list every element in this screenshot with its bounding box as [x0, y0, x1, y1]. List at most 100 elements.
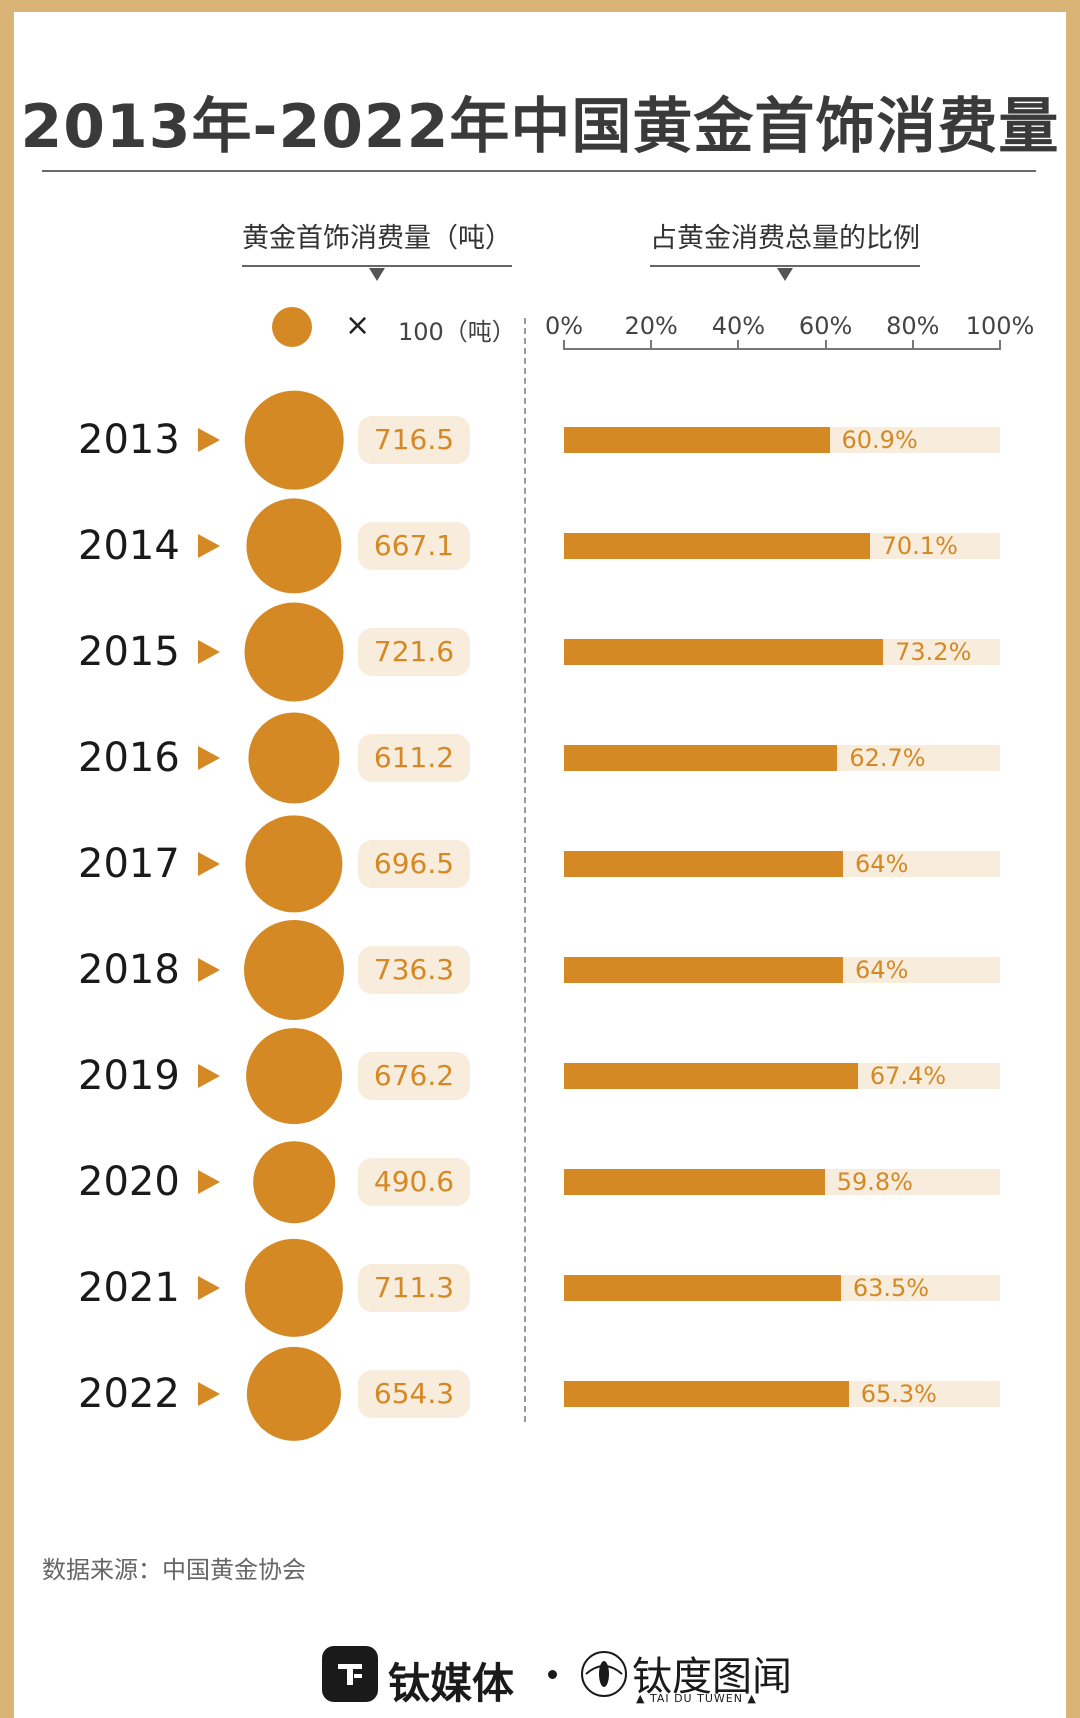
- separator-dot: [548, 1670, 557, 1679]
- consumption-bubble: [246, 1028, 342, 1124]
- consumption-value-label: 716.5: [358, 416, 470, 464]
- share-bar-track: 70.1%: [564, 533, 1000, 559]
- share-bar-track: 63.5%: [564, 1275, 1000, 1301]
- brand-left-name: 钛媒体: [388, 1659, 515, 1708]
- footer-logos: 钛媒体 钛度图闻 ▲ TAI DU TUWEN ▲: [0, 1644, 1080, 1708]
- x-tick-mark: [737, 340, 740, 350]
- share-bar: [564, 639, 884, 665]
- share-bar-track: 65.3%: [564, 1381, 1000, 1407]
- share-bar-track: 59.8%: [564, 1169, 1000, 1195]
- consumption-bubble: [246, 498, 342, 594]
- share-value-label: 70.1%: [881, 532, 958, 560]
- share-value-label: 64%: [855, 956, 909, 984]
- share-value-label: 59.8%: [836, 1168, 913, 1196]
- consumption-value-label: 667.1: [358, 522, 470, 570]
- t-logo-glyph-icon: [338, 1664, 362, 1685]
- x-tick-label: 0%: [544, 312, 584, 340]
- x-tick-mark: [650, 340, 653, 350]
- share-value-label: 67.4%: [869, 1062, 947, 1090]
- share-value-label: 60.9%: [841, 426, 918, 454]
- brand-right-subtitle: ▲ TAI DU TUWEN ▲: [636, 1692, 757, 1705]
- x-tick-label: 20%: [624, 312, 678, 340]
- x-tick-label: 60%: [798, 312, 853, 340]
- consumption-bubble: [246, 1346, 342, 1442]
- consumption-value-label: 490.6: [358, 1158, 470, 1206]
- legend-multiply-symbol: ×: [345, 308, 371, 343]
- left-column-header-text: 黄金首饰消费量（吨）: [242, 223, 512, 254]
- play-arrow-icon: [198, 428, 220, 452]
- x-tick-label: 80%: [886, 312, 940, 340]
- down-triangle-icon: [777, 268, 793, 281]
- year-label: 2020: [78, 1159, 180, 1205]
- share-bar-track: 60.9%: [564, 427, 1000, 453]
- chart-title: 2013年-2022年中国黄金首饰消费量: [20, 92, 1060, 162]
- x-tick-mark: [999, 340, 1001, 350]
- play-arrow-icon: [198, 852, 220, 876]
- share-bar: [564, 1063, 858, 1089]
- share-value-label: 64%: [855, 850, 909, 878]
- year-label: 2017: [78, 841, 180, 887]
- play-arrow-icon: [198, 640, 220, 664]
- year-label: 2022: [78, 1371, 180, 1417]
- tmtpost-logo-icon: [322, 1646, 378, 1702]
- play-arrow-icon: [198, 1064, 220, 1088]
- share-value-label: 62.7%: [849, 744, 926, 772]
- share-bar: [564, 427, 830, 453]
- share-bar-track: 64%: [564, 957, 1000, 983]
- right-column-header-text: 占黄金消费总量的比例: [650, 223, 920, 254]
- x-tick-mark: [824, 340, 827, 350]
- share-bar: [564, 1381, 849, 1407]
- year-label: 2018: [78, 947, 180, 993]
- share-bar-track: 62.7%: [564, 745, 1000, 771]
- brand-right-name: 钛度图闻: [632, 1654, 792, 1700]
- title-rule: [42, 170, 1036, 172]
- consumption-bubble: [244, 1238, 344, 1338]
- year-label: 2014: [78, 523, 180, 569]
- legend-circle-icon: [272, 307, 312, 347]
- share-bar: [564, 1275, 841, 1301]
- x-tick-mark: [911, 340, 914, 350]
- dashed-divider: [524, 318, 526, 1422]
- x-tick-label: 100%: [965, 312, 1035, 340]
- share-bar: [564, 957, 844, 983]
- consumption-value-label: 611.2: [358, 734, 470, 782]
- consumption-value-label: 721.6: [358, 628, 470, 676]
- share-bar-track: 73.2%: [564, 639, 1000, 665]
- share-value-label: 63.5%: [852, 1274, 930, 1302]
- x-axis-line: [564, 348, 1000, 350]
- play-arrow-icon: [198, 1170, 220, 1194]
- year-label: 2019: [78, 1053, 180, 1099]
- left-column-header: 黄金首饰消费量（吨）: [242, 216, 512, 281]
- x-tick-label: 40%: [711, 312, 766, 340]
- play-arrow-icon: [198, 958, 220, 982]
- play-arrow-icon: [198, 534, 220, 558]
- down-triangle-icon: [369, 268, 385, 281]
- consumption-bubble: [248, 712, 340, 804]
- share-bar: [564, 745, 838, 771]
- share-value-label: 65.3%: [860, 1380, 937, 1408]
- play-arrow-icon: [198, 746, 220, 770]
- consumption-bubble: [253, 1141, 335, 1223]
- play-arrow-icon: [198, 1382, 220, 1406]
- taidu-eye-logo-icon: [581, 1651, 627, 1697]
- consumption-value-label: 654.3: [358, 1370, 470, 1418]
- share-bar: [564, 533, 870, 559]
- legend-unit: 100（吨）: [398, 318, 516, 346]
- share-bar: [564, 1169, 825, 1195]
- consumption-bubble: [244, 390, 344, 490]
- consumption-bubble: [245, 815, 343, 913]
- share-bar-track: 67.4%: [564, 1063, 1000, 1089]
- year-label: 2016: [78, 735, 180, 781]
- consumption-value-label: 736.3: [358, 946, 470, 994]
- consumption-bubble: [244, 920, 344, 1020]
- share-value-label: 73.2%: [895, 638, 972, 666]
- consumption-value-label: 711.3: [358, 1264, 470, 1312]
- year-label: 2015: [78, 629, 180, 675]
- right-column-header: 占黄金消费总量的比例: [650, 216, 920, 281]
- share-bar-track: 64%: [564, 851, 1000, 877]
- x-tick-mark: [563, 340, 565, 350]
- share-bar: [564, 851, 844, 877]
- consumption-value-label: 696.5: [358, 840, 470, 888]
- consumption-bubble: [244, 602, 344, 702]
- data-source: 数据来源：中国黄金协会: [42, 1556, 306, 1584]
